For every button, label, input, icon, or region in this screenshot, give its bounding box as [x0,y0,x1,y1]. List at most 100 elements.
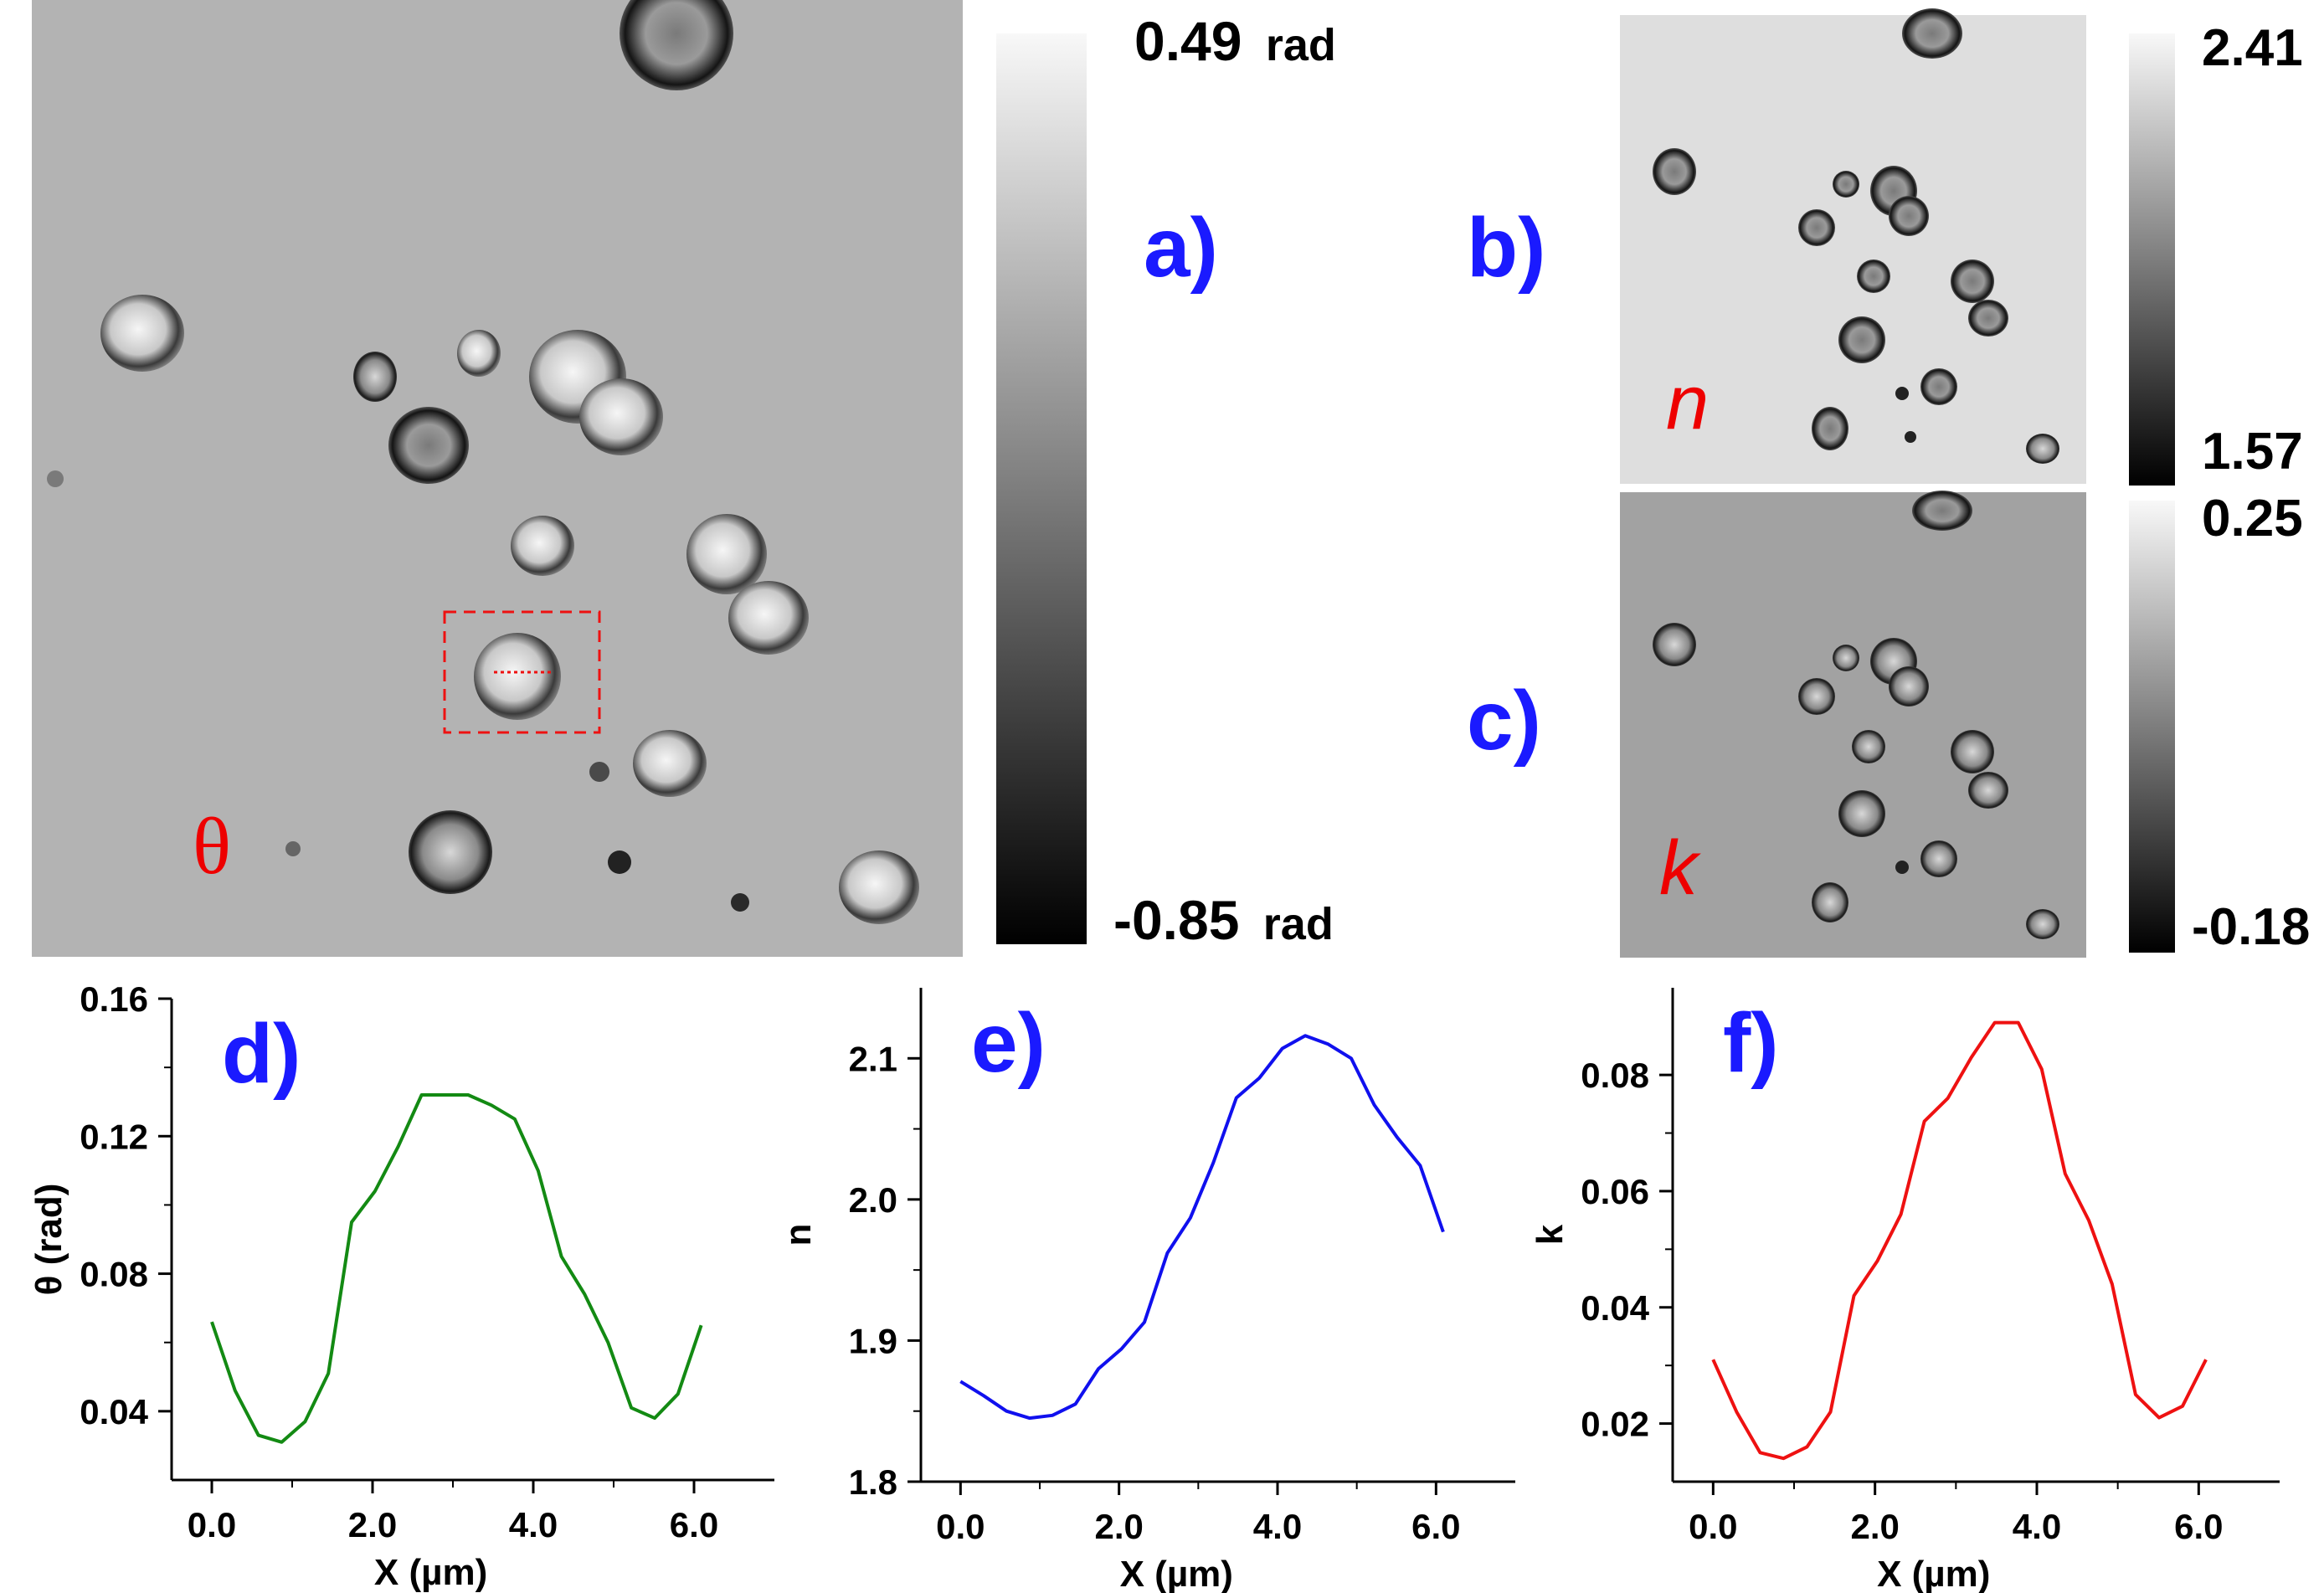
colorbar-c-max: 0.25 [2202,490,2303,547]
x-tick-label: 0.0 [1689,1507,1737,1546]
svg-text:-0.85 rad: -0.85 rad [1113,889,1334,951]
k-index-image [1620,492,2086,958]
cell [633,730,707,797]
cell [1968,300,2008,337]
colorbar-c [2129,501,2175,953]
cell [1838,316,1885,363]
x-tick-label: 6.0 [2174,1507,2223,1546]
panel-letter: f) [1723,996,1779,1090]
cells-c [1653,491,2059,939]
x-tick-label: 6.0 [670,1505,718,1544]
cell [1812,882,1848,922]
y-axis-label: k [1530,1224,1571,1245]
x-tick-label: 0.0 [936,1507,985,1546]
cell [620,0,733,90]
svg-text:0.49 rad: 0.49 rad [1134,10,1336,72]
cell [2026,909,2059,939]
cell [728,581,809,655]
panel-letter: d) [222,1007,301,1101]
cell [1951,730,1994,773]
y-tick-label: 2.1 [849,1039,897,1078]
y-tick-label: 0.06 [1581,1172,1649,1211]
cell [1798,209,1835,246]
series-line [959,1034,1445,1421]
cell [1798,678,1835,715]
panel-letter-b: b) [1467,201,1545,295]
x-tick-label: 4.0 [2013,1507,2061,1546]
y-tick-label: 0.02 [1581,1405,1649,1444]
cell [1968,772,2008,809]
y-tick-label: 1.8 [849,1462,897,1502]
x-tick-label: 6.0 [1411,1507,1460,1546]
x-tick-label: 2.0 [348,1505,397,1544]
chart-f: 0.0 2.0 4.0 6.0 0.02 0.04 0.06 0.08 X (µm) k f) [1530,988,2280,1593]
colorbar-a-min-unit: rad [1263,899,1334,949]
theta-phase-image [32,0,963,957]
roi-box [443,610,601,734]
cell [511,516,574,576]
particle [285,841,301,856]
cell [353,352,397,402]
x-tick-label: 4.0 [1253,1507,1302,1546]
x-tick-label: 0.0 [188,1505,236,1544]
cell [1833,645,1859,671]
y-tick-label: 0.04 [80,1392,148,1431]
cell [1833,171,1859,198]
series-line [1711,1020,2208,1461]
x-axis-label: X (µm) [374,1552,487,1593]
panel-a: θ 0.49 rad -0.85 rad a) [32,0,1336,957]
colorbar-a-max-unit: rad [1266,20,1336,70]
x-axis-label: X (µm) [1120,1554,1233,1593]
x-tick-label: 4.0 [509,1505,558,1544]
cell [474,633,561,720]
chart-d: 0.0 2.0 4.0 6.0 0.04 0.08 0.12 0.16 X (µm) θ (rad… [28,979,774,1593]
particle [1895,861,1909,874]
panel-c: k 0.25 -0.18 c) [1467,490,2310,958]
cells-b [1653,8,2059,464]
cell [1920,840,1957,877]
panel-letter-a: a) [1144,201,1218,295]
colorbar-b [2129,33,2175,486]
colorbar-c-min: -0.18 [2192,898,2310,956]
y-tick-label: 0.08 [80,1255,148,1294]
cell [409,810,492,894]
colorbar-a-min-value: -0.85 [1113,889,1239,951]
series-line [210,1093,703,1444]
cell [579,378,663,455]
cell [686,514,767,594]
y-axis-label: θ (rad) [28,1184,69,1296]
cell [1889,666,1929,707]
theta-symbol: θ [193,801,231,891]
y-axis-label: n [778,1224,819,1246]
cell [1812,407,1848,450]
colorbar-a-max-value: 0.49 [1134,10,1242,72]
particle [1895,387,1909,400]
panel-b: n 2.41 1.57 b) [1467,8,2303,486]
cell [1920,368,1957,405]
colorbar-b-max: 2.41 [2202,19,2303,77]
particle [47,470,64,487]
cell [100,295,184,372]
colorbar-a [996,33,1087,944]
cell [457,330,501,377]
particle [731,893,749,912]
x-tick-label: 2.0 [1850,1507,1899,1546]
cell [1912,491,1972,531]
x-tick-label: 2.0 [1094,1507,1143,1546]
cell [1889,196,1929,236]
cell [1852,730,1885,763]
cell [1902,8,1962,59]
y-tick-label: 1.9 [849,1321,897,1360]
x-axis-label: X (µm) [1877,1554,1990,1593]
panel-letter: e) [971,996,1046,1090]
y-tick-label: 0.12 [80,1117,148,1156]
particle [608,850,631,874]
chart-e: 0.0 2.0 4.0 6.0 1.8 1.9 2.0 2.1 X (µm) n e) [778,988,1515,1593]
cells-a [47,0,919,924]
k-symbol: k [1659,825,1701,911]
y-tick-label: 0.04 [1581,1288,1649,1328]
panel-letter-c: c) [1467,674,1541,768]
cell [839,850,919,924]
cell [1653,148,1696,195]
cell [388,407,469,484]
